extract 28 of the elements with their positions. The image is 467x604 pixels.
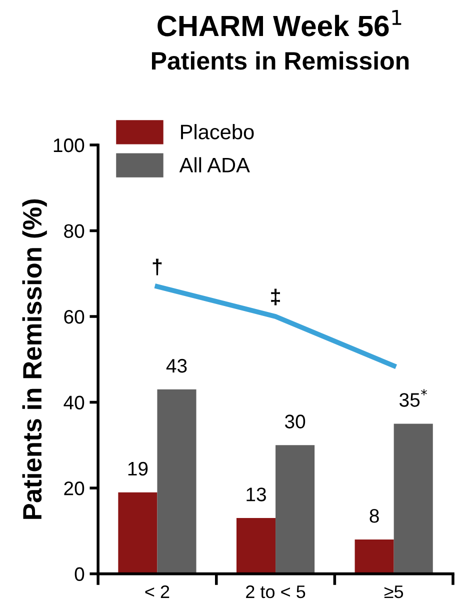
x-tick-label: < 2 (145, 585, 170, 598)
annotation: † (152, 258, 162, 276)
y-tick-label: 60 (64, 310, 84, 324)
annotation: ‡ (271, 288, 280, 306)
bar (276, 445, 315, 574)
bar (394, 424, 433, 574)
y-tick-label: 40 (64, 396, 84, 410)
data-label: 19 (128, 462, 148, 476)
bar (157, 389, 196, 574)
y-tick-label: 20 (64, 482, 84, 496)
y-axis-title: Patients in Remission (%) (22, 199, 47, 519)
data-label: 35$^{*}$ (400, 389, 427, 407)
data-label: 13 (246, 488, 266, 502)
x-tick-label: 2 to < 5 (246, 585, 306, 598)
y-tick-label: 100 (54, 138, 84, 152)
data-label: 43 (166, 358, 187, 373)
bar (236, 518, 276, 574)
legend-label: Placebo (181, 124, 254, 140)
chart-subtitle: Patients in Remission (152, 51, 409, 70)
x-tick-label: ≥5 (384, 586, 404, 598)
y-tick-label: 0 (74, 567, 84, 582)
chart-title: CHARM Week 56$^{1}$ (158, 10, 402, 36)
data-label: 8 (370, 509, 379, 523)
y-tick-label: 80 (64, 224, 84, 238)
legend-label: All ADA (179, 157, 250, 172)
data-label: 30 (284, 414, 306, 428)
bar (354, 539, 394, 574)
bar (118, 492, 158, 574)
